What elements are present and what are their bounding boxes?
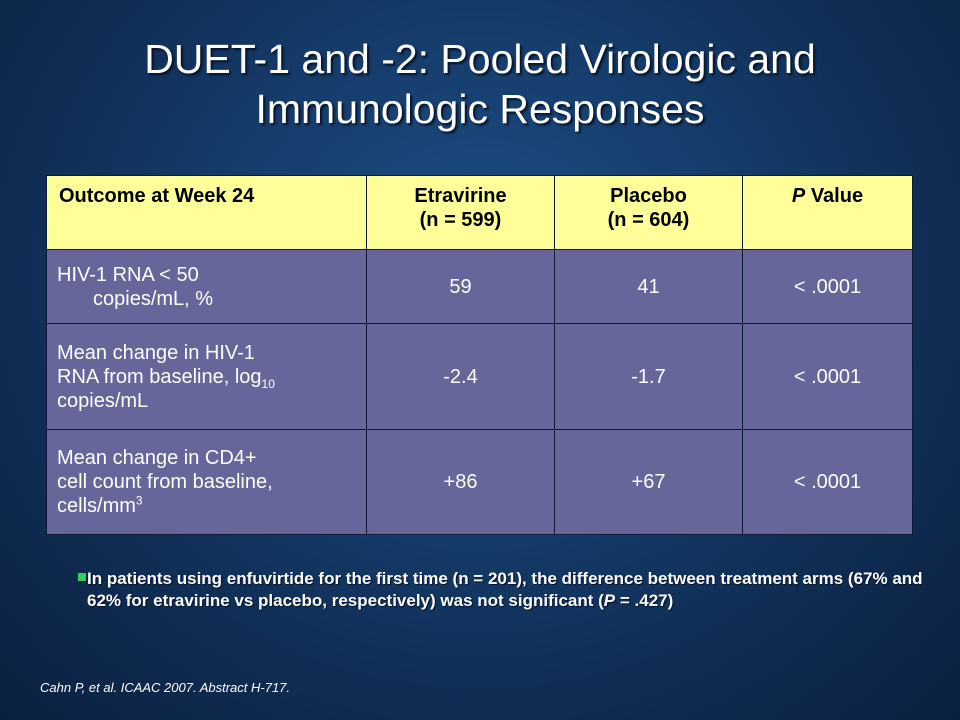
row-label-line: Mean change in HIV-1: [57, 341, 255, 364]
square-bullet-icon: [78, 573, 86, 581]
header-etravirine: Etravirine (n = 599): [366, 175, 555, 250]
header-placebo-n: (n = 604): [607, 209, 690, 231]
row-label-line: HIV-1 RNA < 50: [57, 263, 199, 286]
header-placebo: Placebo (n = 604): [554, 175, 743, 250]
header-p-value: P Value: [742, 175, 913, 250]
header-placebo-name: Placebo: [610, 185, 687, 207]
header-etravirine-n: (n = 599): [419, 209, 502, 231]
placebo-value: 41: [554, 249, 743, 324]
row-label-line: RNA from baseline, log: [57, 365, 262, 388]
placebo-value: -1.7: [554, 323, 743, 430]
table-row: Mean change in HIV-1 RNA from baseline, …: [46, 323, 913, 430]
row-label-line: cell count from baseline,: [57, 471, 273, 493]
bullet-text-p: P: [603, 591, 616, 610]
p-value: < .0001: [742, 249, 913, 324]
row-label-line: cells/mm: [57, 495, 136, 517]
table-row: Mean change in CD4+ cell count from base…: [46, 429, 913, 535]
etravirine-value: 59: [366, 249, 555, 324]
row-label: HIV-1 RNA < 50 copies/mL, %: [46, 249, 367, 324]
header-p-rest: Value: [805, 185, 864, 207]
bullet-text: In patients using enfuvirtide for the fi…: [87, 568, 930, 612]
placebo-value: +67: [554, 429, 743, 535]
title-line-2: Immunologic Responses: [255, 86, 705, 132]
etravirine-value: -2.4: [366, 323, 555, 430]
citation: Cahn P, et al. ICAAC 2007. Abstract H-71…: [40, 680, 291, 695]
log-subscript: 10: [261, 376, 275, 391]
row-label: Mean change in HIV-1 RNA from baseline, …: [46, 323, 367, 430]
table-header-row: Outcome at Week 24 Etravirine (n = 599) …: [46, 175, 913, 250]
p-value: < .0001: [742, 429, 913, 535]
header-p-italic: P: [791, 185, 806, 207]
title-line-1: DUET-1 and -2: Pooled Virologic and: [144, 36, 816, 82]
row-label: Mean change in CD4+ cell count from base…: [46, 429, 367, 535]
bullet-text-main: In patients using enfuvirtide for the fi…: [87, 569, 923, 610]
table-row: HIV-1 RNA < 50 copies/mL, % 59 41 < .000…: [46, 249, 913, 324]
etravirine-value: +86: [366, 429, 555, 535]
row-label-line: copies/mL, %: [93, 287, 214, 310]
bullet-text-end: = .427): [615, 591, 674, 610]
row-label-line: copies/mL: [57, 389, 149, 412]
header-etravirine-name: Etravirine: [414, 185, 507, 207]
cubed-superscript: 3: [135, 493, 143, 508]
row-label-line: Mean change in CD4+: [57, 447, 257, 469]
header-outcome: Outcome at Week 24: [46, 175, 367, 250]
footnote-bullet: In patients using enfuvirtide for the fi…: [70, 568, 930, 612]
p-value: < .0001: [742, 323, 913, 430]
slide-title: DUET-1 and -2: Pooled Virologic and Immu…: [40, 34, 920, 134]
results-table: Outcome at Week 24 Etravirine (n = 599) …: [46, 175, 913, 535]
